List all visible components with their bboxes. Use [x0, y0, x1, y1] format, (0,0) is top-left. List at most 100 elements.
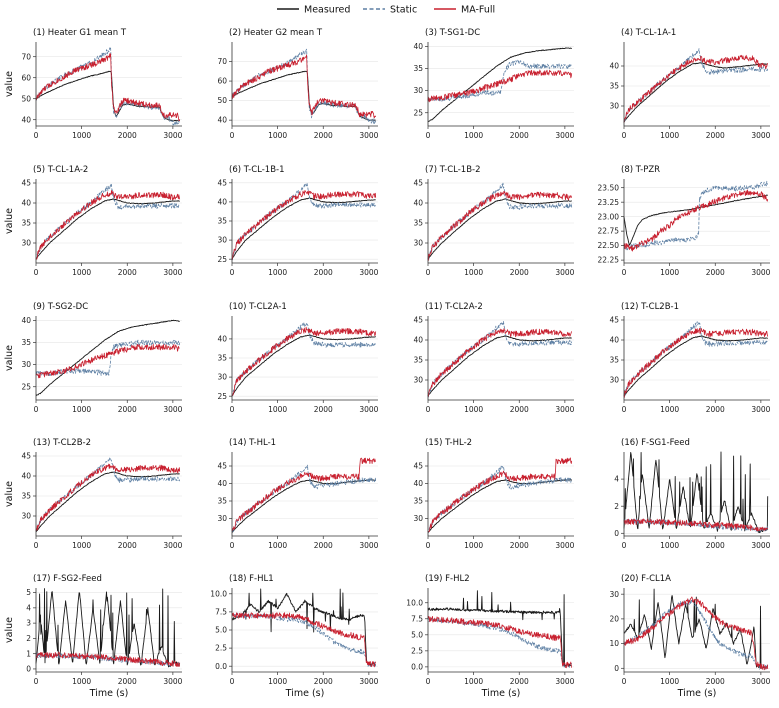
panel-title: (11) T-CL2A-2: [425, 302, 483, 312]
x-tick-label: 1000: [72, 677, 91, 686]
x-tick-label: 3000: [555, 677, 574, 686]
x-tick-label: 2000: [314, 405, 333, 414]
y-tick-label: 2: [26, 634, 31, 643]
x-tick-label: 2000: [510, 131, 529, 140]
x-tick-label: 2000: [706, 268, 725, 277]
panel-title: (18) F-HL1: [229, 574, 274, 584]
y-tick-label: 35: [217, 497, 227, 506]
y-tick-label: 35: [21, 338, 31, 347]
y-tick-label: 3: [26, 619, 31, 628]
x-tick-label: 1000: [464, 541, 483, 550]
series-ma-full: [623, 596, 769, 671]
x-tick-label: 0: [34, 405, 39, 414]
series-measured: [35, 471, 180, 533]
y-tick-label: 70: [217, 57, 227, 66]
panel-7: 30 35 40 45 0 1000 2000 3000 (7) T-CL-1B-2: [413, 165, 574, 277]
x-tick-label: 1000: [660, 541, 679, 550]
y-tick-label: 60: [21, 73, 31, 82]
series-ma-full: [35, 53, 181, 122]
x-tick-label: 0: [426, 541, 431, 550]
panel-15: 30 35 40 45 0 1000 2000 3000 (15) T-HL-2: [413, 438, 574, 550]
x-tick-label: 1000: [660, 131, 679, 140]
x-tick-label: 0: [34, 677, 39, 686]
y-tick-label: 30: [21, 512, 31, 521]
y-tick-label: 30: [609, 376, 619, 385]
panel-title: (10) T-CL2A-1: [229, 302, 287, 312]
x-tick-label: 0: [622, 268, 627, 277]
series-measured: [427, 590, 572, 667]
panel-5: 30 35 40 45 0 1000 2000 3000 (5) T-CL-1A-2 value: [4, 165, 183, 277]
y-axis-label: value: [4, 617, 15, 643]
panel-1: 40 50 60 70 0 1000 2000 3000 (1) Heater G1 mean …: [4, 28, 183, 140]
series-ma-full: [231, 612, 377, 668]
x-tick-label: 2000: [510, 268, 529, 277]
series-measured: [35, 319, 180, 397]
y-tick-label: 30: [413, 86, 423, 95]
panel-title: (16) F-SG1-Feed: [621, 438, 690, 448]
panel-title: (15) T-HL-2: [425, 438, 472, 448]
y-tick-label: 30: [609, 102, 619, 111]
x-tick-label: 3000: [751, 677, 770, 686]
legend-entry-ma-full: MA-Full: [434, 5, 495, 16]
panel-title: (14) T-HL-1: [229, 438, 276, 448]
y-tick-label: 40: [609, 336, 619, 345]
panel-title: (7) T-CL-1B-2: [425, 165, 481, 175]
y-tick-label: 40: [217, 198, 227, 207]
y-tick-label: 40: [413, 336, 423, 345]
x-tick-label: 0: [230, 677, 235, 686]
panel-13: 30 35 40 45 0 1000 2000 3000 (13) T-CL2B-2 value: [4, 438, 183, 550]
y-tick-label: 35: [413, 356, 423, 365]
legend: Measured Static MA-Full: [277, 5, 495, 16]
y-tick-label: 35: [413, 64, 423, 73]
x-tick-label: 0: [622, 131, 627, 140]
series-measured: [35, 198, 181, 260]
y-tick-label: 30: [217, 236, 227, 245]
panel-20: 0 10 20 30 0 1000 2000 3000 (20) F-CL1A Time (s): [609, 574, 770, 699]
panel-8: 22.25 22.50 22.75 23.00 23.25 23.50 0 1000 2000 3…: [598, 165, 771, 277]
x-tick-label: 3000: [359, 405, 378, 414]
series-static: [35, 652, 180, 667]
x-axis-label: Time (s): [89, 688, 129, 699]
series-measured: [623, 335, 769, 397]
y-tick-label: 2.5: [215, 644, 227, 653]
series-ma-full: [35, 652, 181, 667]
y-tick-label: 45: [21, 179, 31, 188]
panel-9: 25 30 35 40 0 1000 2000 3000 (9) T-SG2-DC value: [4, 302, 183, 414]
series-measured: [427, 198, 573, 260]
x-tick-label: 1000: [464, 131, 483, 140]
y-tick-label: 22.25: [598, 256, 620, 265]
y-tick-label: 22.75: [598, 227, 620, 236]
x-tick-label: 1000: [464, 405, 483, 414]
y-tick-label: 30: [217, 514, 227, 523]
panel-19: 0.0 2.5 5.0 7.5 10.0 0 1000 2000 3000 (19) F-HL2 T…: [406, 574, 574, 699]
y-tick-label: 23.50: [598, 183, 620, 192]
y-tick-label: 35: [413, 219, 423, 228]
y-tick-label: 10.0: [406, 598, 423, 607]
y-tick-label: 45: [413, 179, 423, 188]
x-tick-label: 3000: [163, 405, 182, 414]
panel-18: 0.0 2.5 5.0 7.5 10.0 0 1000 2000 3000 (18) F-HL1 T…: [210, 574, 378, 699]
panel-2: 40 50 60 70 0 1000 2000 3000 (2) Heater G2 mean …: [217, 28, 378, 140]
y-tick-label: 40: [217, 479, 227, 488]
x-tick-label: 1000: [660, 405, 679, 414]
legend-entry-static: Static: [363, 5, 417, 16]
panel-title: (6) T-CL-1B-1: [229, 165, 285, 175]
y-tick-label: 0: [26, 665, 31, 674]
series-ma-full: [623, 189, 769, 252]
x-tick-label: 2000: [314, 541, 333, 550]
x-tick-label: 0: [426, 405, 431, 414]
x-tick-label: 2000: [510, 541, 529, 550]
series-static: [623, 518, 769, 532]
series-ma-full: [231, 326, 377, 396]
series-ma-full: [35, 189, 181, 260]
y-axis-label: value: [4, 345, 15, 371]
x-tick-label: 0: [230, 541, 235, 550]
series-measured: [231, 588, 377, 666]
series-ma-full: [427, 69, 573, 103]
x-tick-label: 3000: [751, 405, 770, 414]
x-tick-label: 0: [34, 268, 39, 277]
x-tick-label: 0: [230, 268, 235, 277]
y-tick-label: 35: [609, 356, 619, 365]
x-tick-label: 3000: [163, 268, 182, 277]
